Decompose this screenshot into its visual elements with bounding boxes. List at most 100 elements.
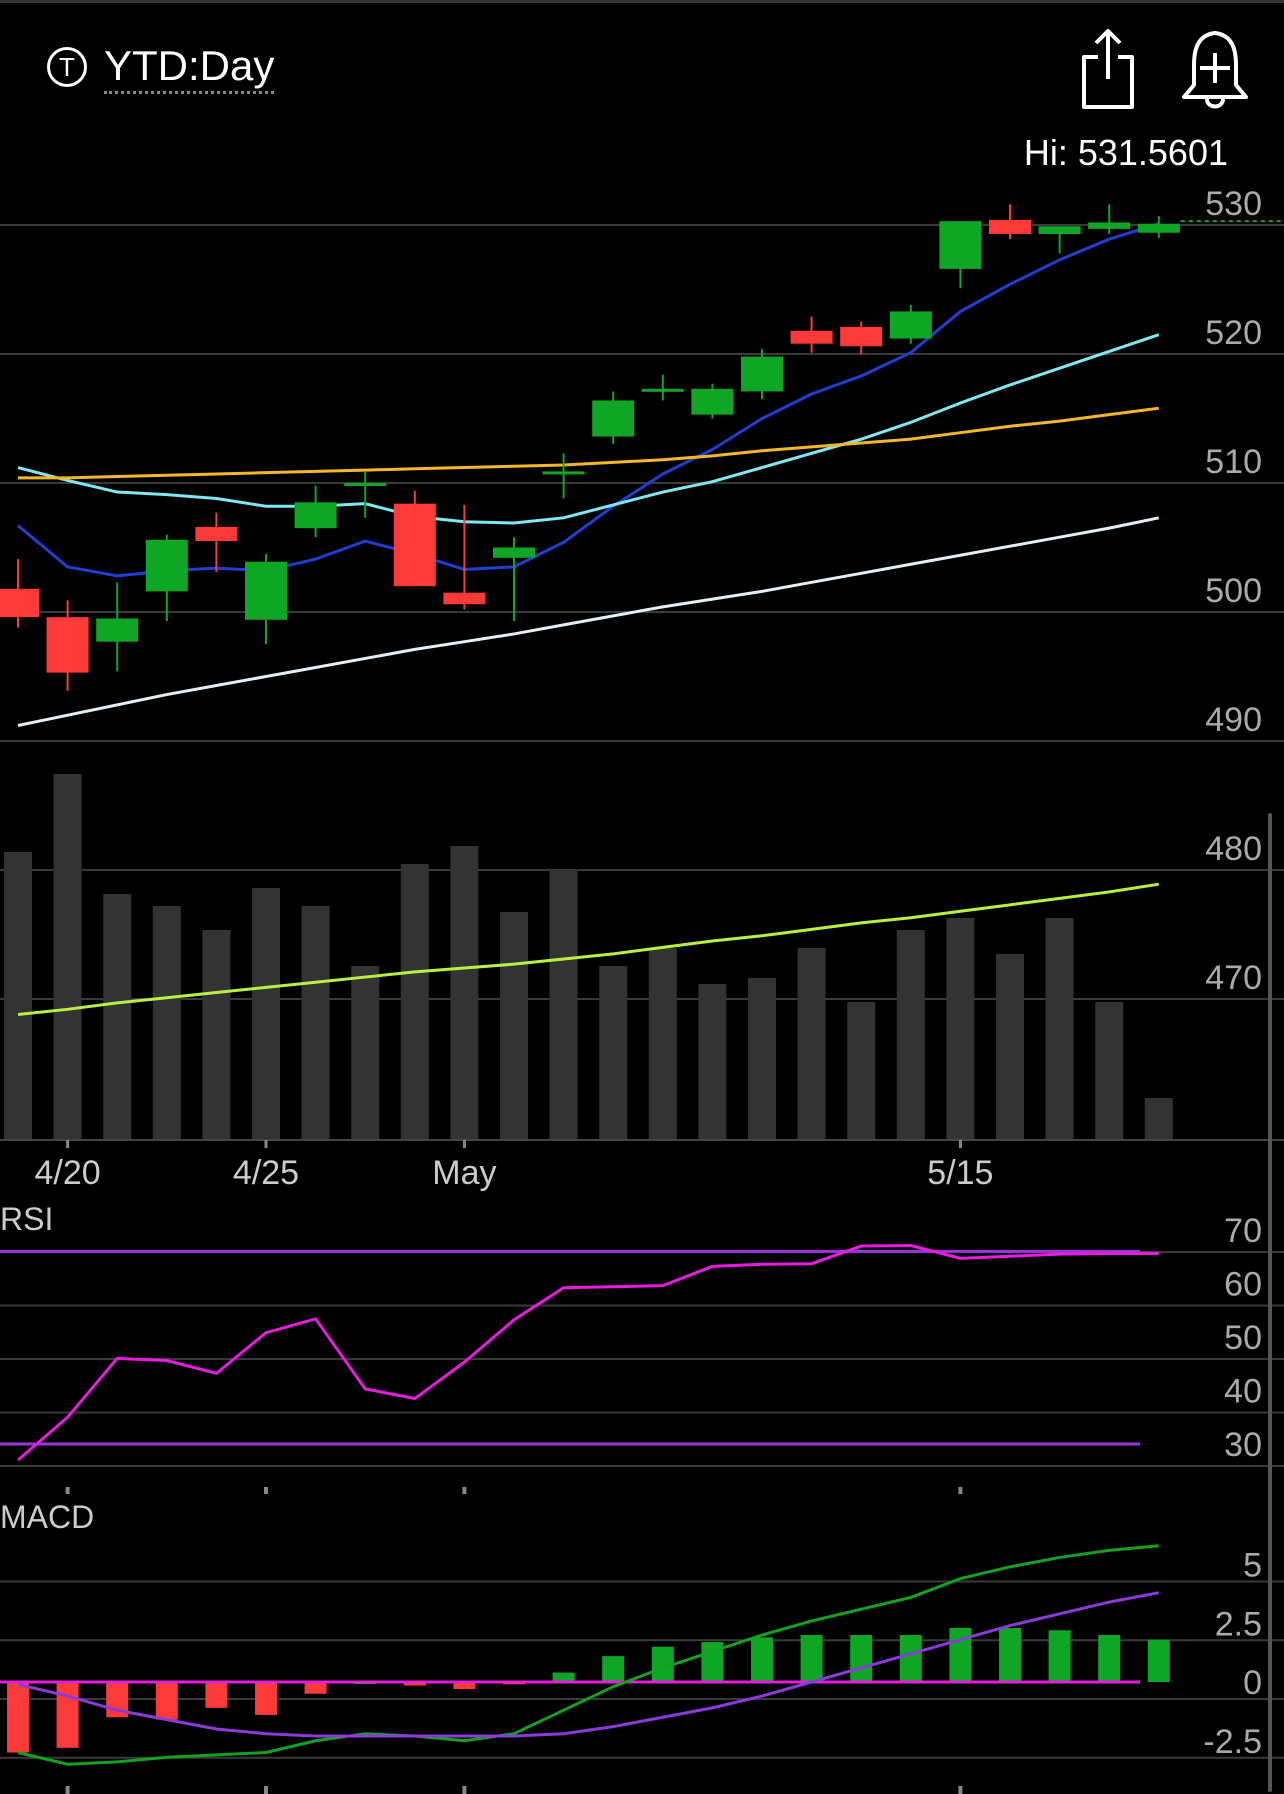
volume-bar	[202, 930, 231, 1140]
candle-body	[195, 526, 238, 542]
macd-histogram-bar	[552, 1672, 575, 1682]
macd-histogram-bar	[205, 1682, 228, 1708]
volume-bar	[351, 966, 380, 1140]
volume-bar	[996, 954, 1024, 1140]
volume-bar	[301, 906, 330, 1140]
macd-histogram-bar	[56, 1682, 79, 1748]
candle-body	[393, 503, 436, 587]
x-tick-label: May	[432, 1154, 496, 1192]
macd-histogram-bar	[453, 1682, 476, 1690]
candle-body	[46, 617, 89, 673]
volume-bar	[896, 930, 925, 1140]
candle-body	[641, 388, 684, 392]
candle-body	[443, 592, 486, 605]
volume-bar	[847, 1002, 876, 1140]
macd-histogram-bar	[403, 1682, 426, 1686]
macd-histogram-bar	[651, 1646, 674, 1682]
volume-bar	[53, 774, 82, 1140]
x-tick-label: 4/20	[35, 1154, 101, 1192]
volume-bar	[500, 912, 528, 1140]
share-icon[interactable]	[1076, 27, 1140, 111]
high-price-annotation: Hi: 531.5601	[1024, 132, 1228, 173]
macd-signal-line	[17, 1591, 1160, 1738]
macd-histogram-bar	[899, 1635, 922, 1682]
rsi-tick-label: 70	[1224, 1212, 1262, 1250]
ticker-logo-icon: T	[47, 47, 87, 87]
x-tick-label: 4/25	[233, 1154, 299, 1192]
macd-histogram-bar	[1147, 1639, 1170, 1682]
macd-histogram-bar	[602, 1656, 625, 1682]
macd-histogram-bar	[255, 1682, 277, 1715]
macd-histogram-bar	[304, 1682, 327, 1694]
candle-body	[1038, 226, 1081, 235]
rsi-tick-label: 60	[1224, 1266, 1262, 1304]
moving-average-line	[17, 516, 1160, 727]
moving-average-line	[18, 406, 1159, 480]
y-tick-label: 520	[1205, 314, 1262, 352]
macd-histogram-bar	[155, 1682, 178, 1720]
volume-bar	[103, 894, 132, 1140]
macd-histogram-bar	[751, 1637, 773, 1682]
rsi-tick-label: 40	[1224, 1373, 1262, 1411]
y-tick-label: 510	[1205, 443, 1262, 481]
rsi-line	[17, 1244, 1159, 1462]
candle-body	[939, 221, 982, 269]
macd-title: MACD	[0, 1499, 94, 1535]
candle-body	[592, 400, 635, 437]
volume-bar	[1144, 1098, 1173, 1140]
macd-histogram-bar	[850, 1635, 873, 1682]
candle-body	[294, 502, 337, 529]
moving-average-line	[17, 882, 1160, 1016]
rsi-tick-label: 50	[1224, 1319, 1262, 1357]
candle-body	[493, 547, 535, 558]
candle-body	[691, 388, 734, 415]
candle-body	[889, 311, 932, 339]
candle-body	[344, 483, 387, 486]
volume-bar	[797, 948, 826, 1140]
candle-body	[741, 356, 783, 392]
volume-bar	[450, 846, 479, 1140]
volume-bar	[4, 852, 32, 1140]
macd-tick-label: 2.5	[1215, 1605, 1262, 1643]
volume-bar	[400, 864, 429, 1140]
candle-body	[989, 219, 1031, 235]
macd-histogram-bar	[800, 1635, 823, 1682]
rsi-tick-label: 30	[1224, 1426, 1262, 1464]
rsi-panel: RSI 70 60 50 40 30	[0, 1201, 1284, 1494]
x-tick-label: 5/15	[927, 1154, 993, 1192]
volume-bar	[252, 888, 280, 1140]
candle-body	[542, 471, 585, 475]
macd-histogram-bar	[1098, 1635, 1121, 1682]
volume-bar	[748, 978, 776, 1140]
volume-bar	[549, 870, 578, 1140]
chart-header: T YTD:Day	[0, 0, 1284, 133]
macd-line	[17, 1544, 1159, 1766]
macd-histogram-bar	[7, 1682, 29, 1753]
y-tick-label: 490	[1205, 701, 1262, 739]
candle-body	[840, 326, 883, 347]
macd-histogram-bar	[999, 1627, 1021, 1682]
period-selector[interactable]: YTD:Day	[104, 41, 275, 94]
y-tick-label: 500	[1205, 572, 1262, 610]
macd-tick-label: -2.5	[1203, 1723, 1262, 1761]
y-tick-label: 530	[1205, 185, 1262, 223]
candle-body	[0, 588, 39, 618]
macd-tick-label: 0	[1243, 1664, 1262, 1702]
volume-bar	[648, 948, 677, 1140]
candle-body	[96, 618, 139, 642]
macd-histogram-bar	[1048, 1630, 1071, 1682]
volume-bar	[1045, 918, 1074, 1140]
volume-bar	[152, 906, 181, 1140]
volume-bar	[698, 984, 727, 1140]
bell-plus-icon[interactable]	[1178, 27, 1252, 113]
candle-body	[245, 561, 287, 620]
candle-body	[1088, 222, 1131, 229]
y-tick-label: 480	[1205, 830, 1262, 868]
macd-tick-label: 5	[1243, 1547, 1262, 1585]
volume-bar	[946, 918, 975, 1140]
y-tick-label: 470	[1205, 959, 1262, 997]
candle-body	[790, 330, 833, 344]
volume-bar	[599, 966, 628, 1140]
price-panel: 530 520 510 500 490 480 470 Hi: 531.5601 4/20 4/2…	[0, 132, 1284, 1192]
